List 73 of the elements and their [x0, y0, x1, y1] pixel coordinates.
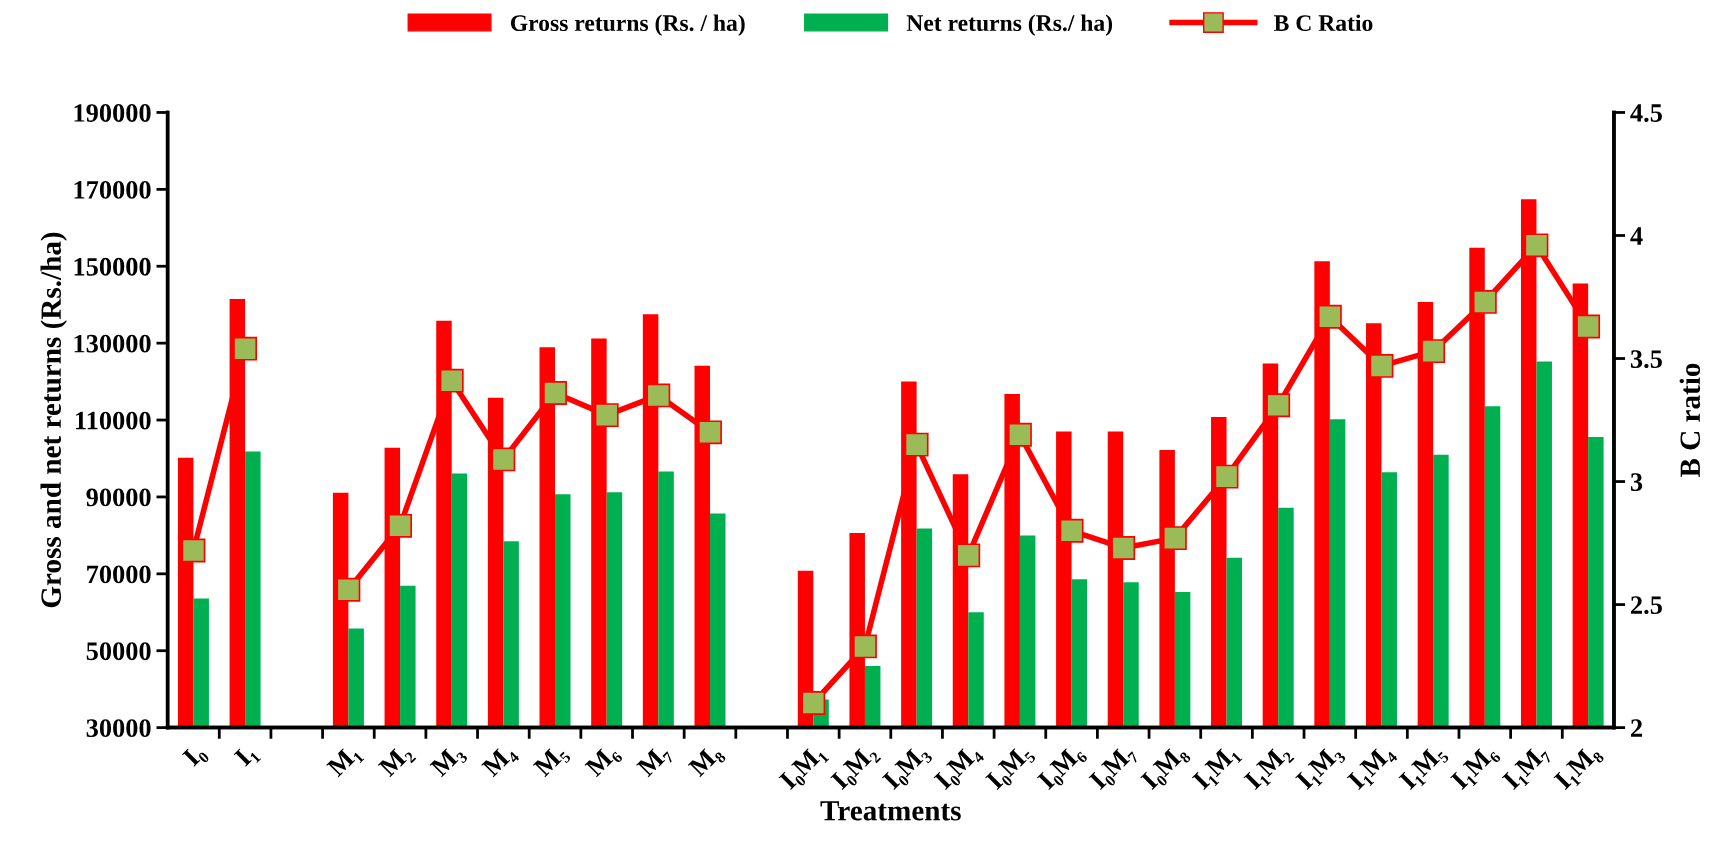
point [388, 513, 413, 538]
y-tick-label: 190000 [74, 104, 151, 122]
x-tick-label: I₀M₂ [830, 742, 882, 794]
point [543, 381, 567, 405]
x-tick-label: M₅ [532, 742, 572, 782]
point [1369, 353, 1394, 378]
y2-tick-label: 4 [1630, 227, 1643, 245]
point [233, 336, 258, 361]
y2-tick-label: 2 [1631, 719, 1642, 737]
x-tick-label: M₈ [687, 742, 727, 782]
y2-tick-label: 2.5 [1631, 596, 1662, 615]
x-tick-label: I₁M₅ [1398, 742, 1450, 794]
y-tick-label: 130000 [74, 334, 151, 353]
x-tick-label: M₄ [481, 742, 520, 782]
y-tick-label: 30000 [86, 719, 151, 738]
y2-axis-title: B C ratio [1679, 363, 1701, 478]
point [801, 691, 826, 715]
point [1421, 339, 1446, 364]
point [853, 634, 877, 659]
y-tick-label: 50000 [86, 642, 151, 661]
legend-label: B C Ratio [1274, 14, 1373, 32]
x-tick-label: I₁M₇ [1501, 742, 1553, 794]
y2-tick-label: 3.5 [1630, 350, 1662, 369]
x-tick-label: M₃ [429, 742, 469, 782]
point [491, 447, 516, 472]
x-tick-label: I₀M₃ [881, 742, 934, 794]
x-tick-label: M₆ [584, 742, 624, 782]
x-tick-label: I₀M₆ [1036, 742, 1089, 794]
y2-tick-label: 4.5 [1630, 104, 1662, 122]
x-tick-label: I₁M₃ [1295, 742, 1347, 794]
point [439, 368, 464, 393]
point [1317, 304, 1342, 329]
x-tick-label: M₂ [377, 742, 417, 782]
point [646, 383, 671, 408]
x-tick-label: I₀M₄ [933, 742, 985, 794]
x-tick-label: I₁M₈ [1553, 742, 1605, 794]
point [181, 538, 206, 563]
point [1007, 422, 1032, 447]
x-tick-label: I₁M₆ [1450, 742, 1502, 794]
y-tick-label: 150000 [74, 257, 151, 276]
point [336, 577, 361, 602]
x-tick-label: I₁M₁ [1191, 742, 1243, 794]
point [956, 543, 981, 568]
x-tick-label: I₀M₈ [1140, 742, 1192, 794]
point [1111, 536, 1136, 560]
y-axis-title: Gross and net returns (Rs./ha) [40, 232, 67, 608]
x-tick-label: I₀M₁ [778, 742, 830, 794]
y-tick-label: 70000 [87, 565, 151, 584]
point [1472, 289, 1497, 314]
point [1576, 314, 1601, 339]
x-tick-label: I₀M₇ [1088, 742, 1140, 794]
point [904, 432, 929, 457]
point [1266, 393, 1291, 418]
point [594, 403, 619, 428]
y-tick-label: 110000 [76, 411, 151, 430]
x-tick-label: I₁M₂ [1243, 742, 1295, 794]
x-tick-label: I₁M₄ [1346, 742, 1398, 794]
x-tick-label: I₀M₅ [985, 742, 1037, 794]
point [1162, 526, 1187, 551]
y2-tick-label: 3 [1630, 473, 1643, 491]
x-axis-title: Treatments [820, 801, 961, 821]
x-tick-label: I₁ [233, 742, 262, 771]
x-tick-label: I₀ [181, 742, 210, 771]
point [1524, 233, 1549, 258]
x-tick-label: M₇ [636, 742, 675, 782]
legend-label: Gross returns (Rs. / ha) [510, 14, 745, 36]
point [698, 420, 722, 445]
y-tick-label: 90000 [86, 488, 151, 507]
x-tick-label: M₁ [326, 742, 365, 782]
legend-label: Net returns (Rs./ ha) [906, 14, 1113, 36]
point [1214, 464, 1239, 489]
point [1059, 518, 1084, 543]
y-tick-label: 170000 [74, 180, 151, 199]
